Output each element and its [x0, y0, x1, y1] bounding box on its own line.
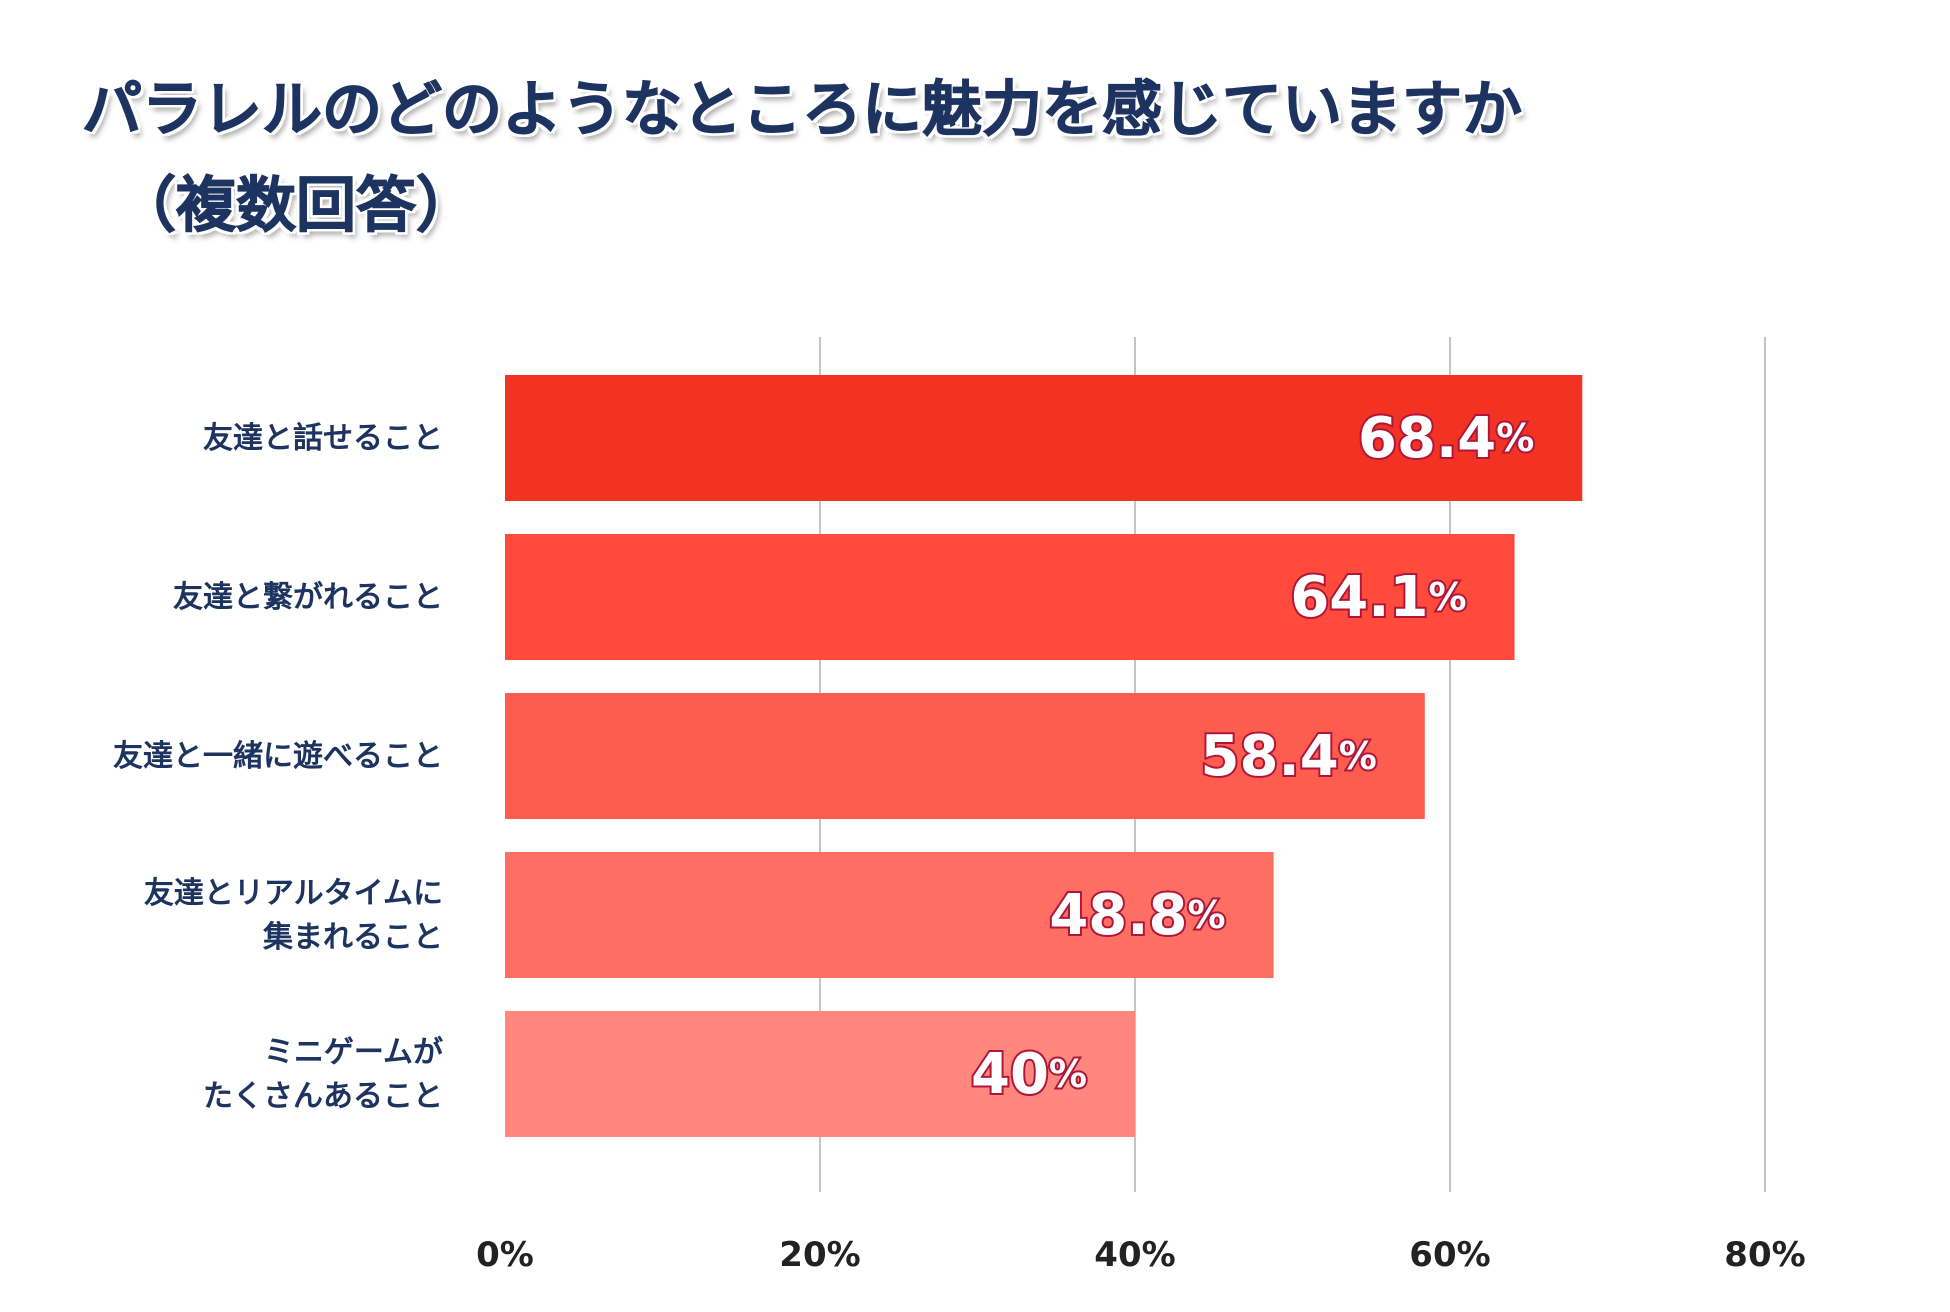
chart-title: パラレルのどのようなところに魅力を感じていますか （複数回答）: [82, 62, 1523, 254]
category-label-1-line-1: 友達と話せること: [203, 421, 443, 456]
value-label-1-unit: %: [1496, 416, 1534, 460]
category-label-2: 友達と繋がれること: [173, 580, 443, 615]
value-label-3-number: 58.4: [1201, 724, 1339, 789]
bar-3: [505, 693, 1425, 819]
category-label-3-line-1: 友達と一緒に遊べること: [113, 739, 443, 774]
value-label-4-number: 48.8: [1049, 883, 1187, 948]
chart-title-line1: パラレルのどのようなところに魅力を感じていますか: [82, 75, 1523, 146]
category-label-4-line-1: 友達とリアルタイムに: [144, 876, 443, 911]
value-label-3-unit: %: [1339, 734, 1377, 778]
bar-2: [505, 534, 1515, 660]
value-label-4-unit: %: [1188, 893, 1226, 937]
value-label-5-number: 40: [971, 1042, 1049, 1107]
category-label-2-line-1: 友達と繋がれること: [173, 580, 443, 615]
category-label-5-line-2: たくさんあること: [203, 1079, 443, 1114]
x-tick-label-0pct: 0%: [476, 1235, 534, 1275]
category-label-1: 友達と話せること: [203, 421, 443, 456]
x-tick-label-80pct: 80%: [1724, 1235, 1805, 1275]
category-label-5-line-1: ミニゲームが: [264, 1035, 443, 1070]
bar-5: [505, 1011, 1135, 1137]
value-label-2: 64.1%: [1290, 565, 1466, 630]
bar-1: [505, 375, 1583, 501]
x-tick-label-60pct: 60%: [1409, 1235, 1490, 1275]
value-label-4: 48.8%: [1049, 883, 1225, 948]
x-tick-label-20pct: 20%: [779, 1235, 860, 1275]
category-label-4: 友達とリアルタイムに集まれること: [144, 876, 443, 955]
category-label-5: ミニゲームがたくさんあること: [203, 1035, 443, 1114]
bar-4: [505, 852, 1274, 978]
x-tick-label-40pct: 40%: [1094, 1235, 1175, 1275]
category-label-3: 友達と一緒に遊べること: [113, 739, 443, 774]
value-label-1-number: 68.4: [1358, 406, 1496, 471]
value-label-3: 58.4%: [1201, 724, 1377, 789]
value-label-5-unit: %: [1049, 1052, 1087, 1096]
value-label-2-number: 64.1: [1290, 565, 1428, 630]
value-label-1: 68.4%: [1358, 406, 1534, 471]
chart-title-line2: （複数回答）: [116, 171, 477, 242]
value-label-2-unit: %: [1428, 575, 1466, 619]
value-label-5: 40%: [971, 1042, 1087, 1107]
category-label-4-line-2: 集まれること: [262, 920, 443, 955]
